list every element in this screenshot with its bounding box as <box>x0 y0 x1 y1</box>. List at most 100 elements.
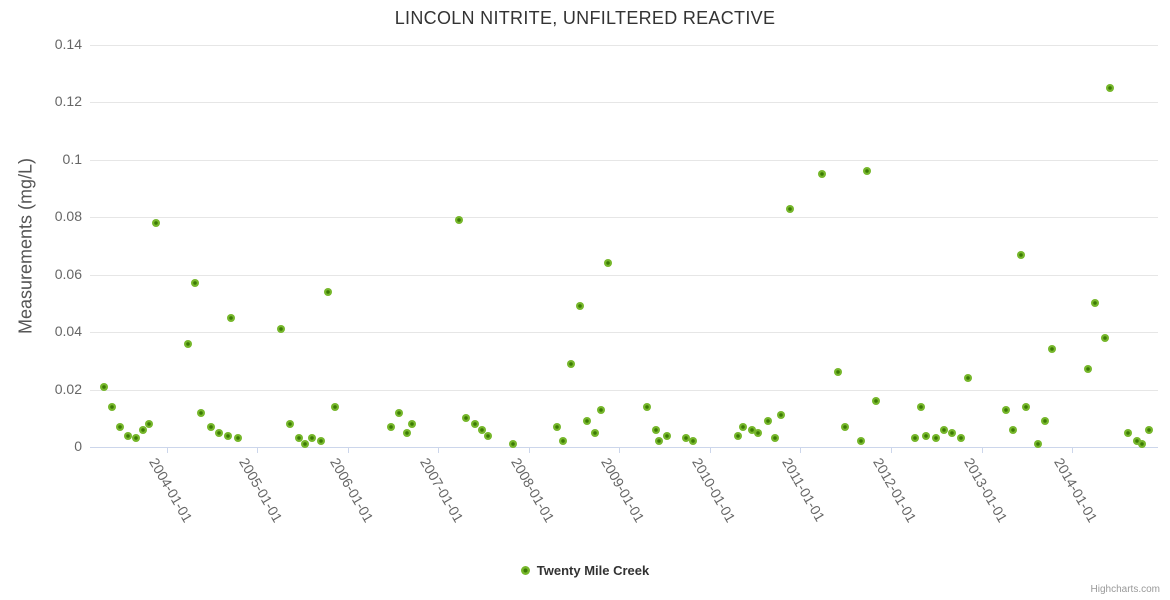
data-point[interactable] <box>818 170 827 179</box>
data-point[interactable] <box>840 422 849 431</box>
data-point[interactable] <box>663 431 672 440</box>
legend-item-twenty-mile-creek[interactable]: Twenty Mile Creek <box>520 563 649 578</box>
data-point[interactable] <box>324 287 333 296</box>
data-point[interactable] <box>331 402 340 411</box>
data-point[interactable] <box>559 437 568 446</box>
data-point[interactable] <box>286 420 295 429</box>
chart-title: LINCOLN NITRITE, UNFILTERED REACTIVE <box>394 8 776 28</box>
data-point[interactable] <box>508 440 517 449</box>
data-point[interactable] <box>1133 437 1142 446</box>
y-gridline <box>90 102 1158 104</box>
data-point[interactable] <box>223 431 232 440</box>
data-point[interactable] <box>947 428 956 437</box>
data-point[interactable] <box>1048 345 1057 354</box>
x-axis-tick-label: 2005-01-01 <box>236 455 287 526</box>
data-point[interactable] <box>681 434 690 443</box>
data-point[interactable] <box>651 425 660 434</box>
data-point[interactable] <box>1137 440 1146 449</box>
data-point[interactable] <box>739 422 748 431</box>
data-point[interactable] <box>1144 425 1153 434</box>
data-point[interactable] <box>408 420 417 429</box>
data-point[interactable] <box>402 428 411 437</box>
data-point[interactable] <box>144 420 153 429</box>
data-point[interactable] <box>747 425 756 434</box>
data-point[interactable] <box>132 434 141 443</box>
data-point[interactable] <box>276 325 285 334</box>
data-point[interactable] <box>1009 425 1018 434</box>
x-axis-tick <box>619 447 621 453</box>
y-axis-tick-label: 0 <box>74 438 82 454</box>
data-point[interactable] <box>1124 428 1133 437</box>
data-point[interactable] <box>1040 417 1049 426</box>
data-point[interactable] <box>394 408 403 417</box>
data-point[interactable] <box>785 204 794 213</box>
data-point[interactable] <box>316 437 325 446</box>
data-point[interactable] <box>655 437 664 446</box>
data-point[interactable] <box>387 422 396 431</box>
data-point[interactable] <box>307 434 316 443</box>
data-point[interactable] <box>922 431 931 440</box>
x-axis-line <box>90 447 1158 448</box>
y-gridline <box>90 45 1158 46</box>
data-point[interactable] <box>197 408 206 417</box>
data-point[interactable] <box>139 425 148 434</box>
data-point[interactable] <box>477 425 486 434</box>
data-point[interactable] <box>115 422 124 431</box>
data-point[interactable] <box>455 216 464 225</box>
data-point[interactable] <box>1021 402 1030 411</box>
y-gridline <box>90 332 1158 334</box>
data-point[interactable] <box>566 359 575 368</box>
data-point[interactable] <box>688 437 697 446</box>
data-point[interactable] <box>932 434 941 443</box>
data-point[interactable] <box>956 434 965 443</box>
data-point[interactable] <box>963 374 972 383</box>
data-point[interactable] <box>597 405 606 414</box>
data-point[interactable] <box>215 428 224 437</box>
data-point[interactable] <box>1090 299 1099 308</box>
data-point[interactable] <box>295 434 304 443</box>
data-point[interactable] <box>1001 405 1010 414</box>
data-point[interactable] <box>100 382 109 391</box>
highcharts-credit-link[interactable]: Highcharts.com <box>1090 584 1160 595</box>
data-point[interactable] <box>591 428 600 437</box>
data-point[interactable] <box>753 428 762 437</box>
data-point[interactable] <box>734 431 743 440</box>
data-point[interactable] <box>1106 84 1115 93</box>
data-point[interactable] <box>124 431 132 440</box>
data-point[interactable] <box>771 434 780 443</box>
data-point[interactable] <box>300 440 309 449</box>
data-point[interactable] <box>1100 333 1109 342</box>
data-point[interactable] <box>1033 440 1042 449</box>
data-point[interactable] <box>862 167 871 176</box>
data-point[interactable] <box>857 437 866 446</box>
data-point[interactable] <box>484 431 493 440</box>
data-point[interactable] <box>183 339 192 348</box>
data-point[interactable] <box>553 422 562 431</box>
data-point[interactable] <box>207 422 216 431</box>
data-point[interactable] <box>461 414 470 423</box>
data-point[interactable] <box>603 259 612 268</box>
y-axis-tick-label: 0.08 <box>54 208 82 225</box>
data-point[interactable] <box>233 434 242 443</box>
legend: Twenty Mile Creek <box>0 563 1170 578</box>
data-point[interactable] <box>833 368 842 377</box>
data-point[interactable] <box>777 411 786 420</box>
data-point[interactable] <box>575 302 584 311</box>
data-point[interactable] <box>940 425 949 434</box>
data-point[interactable] <box>1017 250 1026 259</box>
data-point[interactable] <box>227 313 236 322</box>
data-point[interactable] <box>871 397 880 406</box>
x-axis-tick-label: 2010-01-01 <box>689 455 739 526</box>
data-point[interactable] <box>107 402 116 411</box>
data-point[interactable] <box>582 417 591 426</box>
data-point[interactable] <box>642 402 651 411</box>
data-point[interactable] <box>916 402 925 411</box>
data-point[interactable] <box>911 434 920 443</box>
x-axis-tick <box>1072 447 1074 453</box>
data-point[interactable] <box>1084 365 1093 374</box>
data-point[interactable] <box>470 420 479 429</box>
y-axis-tick-label: 0.14 <box>54 36 82 52</box>
data-point[interactable] <box>152 219 161 228</box>
data-point[interactable] <box>190 279 199 288</box>
data-point[interactable] <box>763 417 772 426</box>
